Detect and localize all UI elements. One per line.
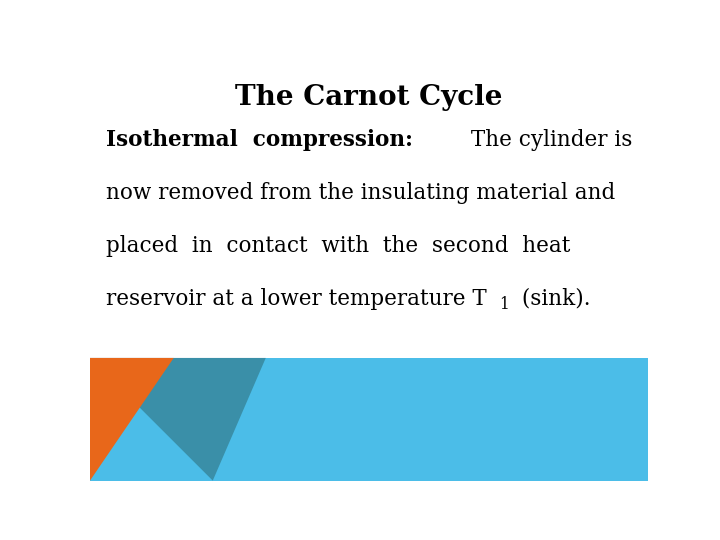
Text: The cylinder is: The cylinder is [464, 129, 632, 151]
Text: now removed from the insulating material and: now removed from the insulating material… [106, 182, 615, 204]
Text: Isothermal  compression:: Isothermal compression: [106, 129, 413, 151]
FancyBboxPatch shape [90, 358, 648, 481]
Text: reservoir at a lower temperature T: reservoir at a lower temperature T [106, 288, 487, 309]
Text: placed  in  contact  with  the  second  heat: placed in contact with the second heat [106, 235, 570, 257]
Text: (sink).: (sink). [515, 288, 590, 309]
Text: 1: 1 [499, 296, 509, 313]
Text: The Carnot Cycle: The Carnot Cycle [235, 84, 503, 111]
Polygon shape [90, 358, 266, 481]
Polygon shape [90, 358, 174, 481]
